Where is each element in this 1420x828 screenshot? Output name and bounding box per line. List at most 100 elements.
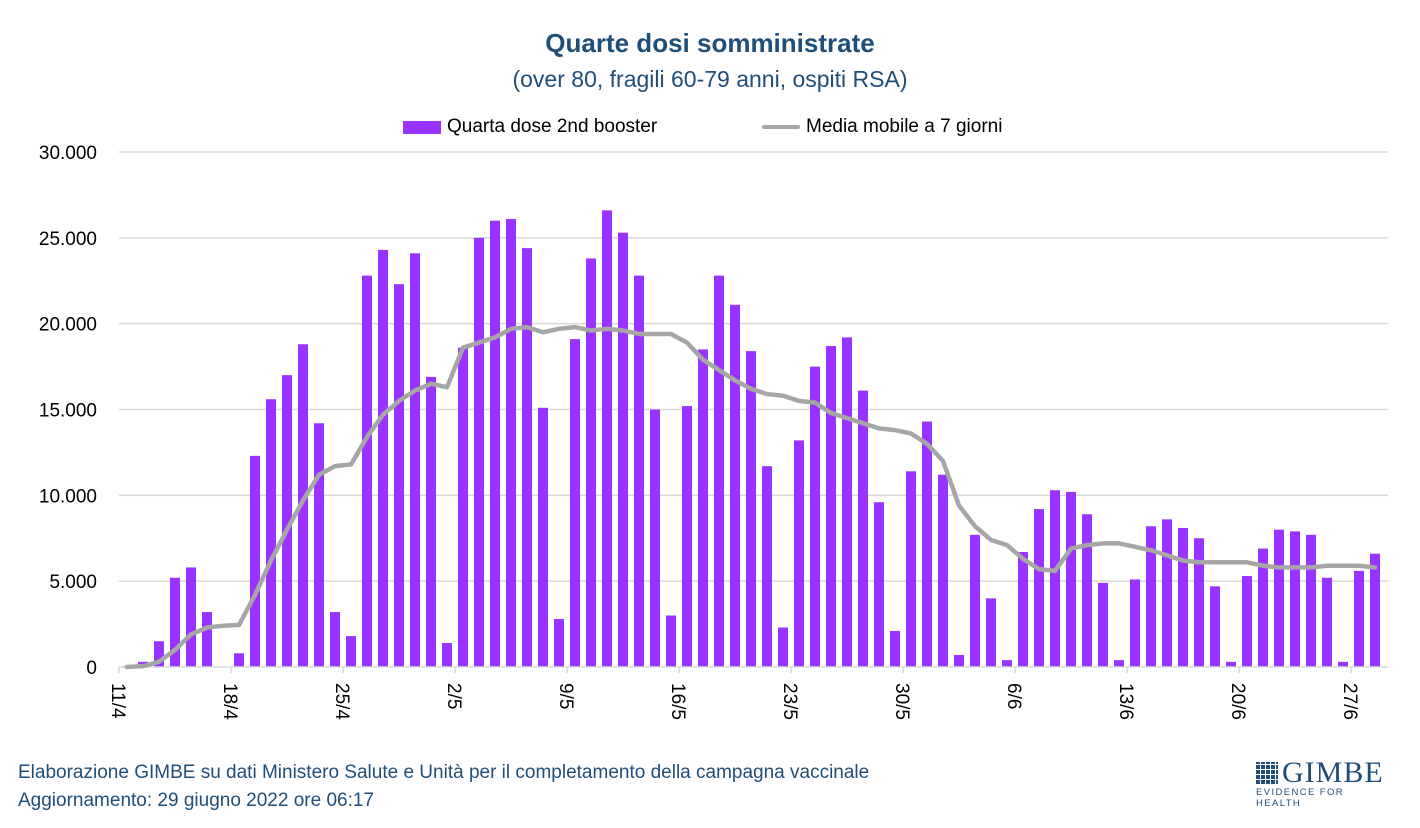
bar xyxy=(602,210,612,667)
bar xyxy=(794,440,804,667)
y-tick-label: 0 xyxy=(86,658,97,679)
bar xyxy=(426,376,436,667)
bar xyxy=(490,220,500,667)
bar xyxy=(1242,576,1252,667)
y-tick-label: 10.000 xyxy=(39,486,97,507)
bar xyxy=(570,339,580,667)
bar xyxy=(298,344,308,667)
x-tick-label: 27/6 xyxy=(1339,683,1360,720)
bar xyxy=(346,636,356,667)
y-tick-label: 5.000 xyxy=(49,572,97,593)
x-tick-label: 16/5 xyxy=(667,683,688,720)
chart-title: Quarte dosi somministrate xyxy=(545,28,875,58)
bar xyxy=(730,304,740,667)
bar xyxy=(522,248,532,667)
bar xyxy=(1066,491,1076,667)
footer-updated: Aggiornamento: 29 giugno 2022 ore 06:17 xyxy=(18,790,374,811)
bar xyxy=(762,466,772,667)
bar xyxy=(538,407,548,667)
bar xyxy=(202,612,212,667)
legend-label-line: Media mobile a 7 giorni xyxy=(806,116,1003,137)
bar xyxy=(1162,519,1172,667)
bar xyxy=(234,653,244,667)
bar xyxy=(1146,526,1156,667)
bar xyxy=(938,474,948,667)
bar xyxy=(506,218,516,667)
bar xyxy=(250,455,260,667)
bar xyxy=(954,654,964,667)
bar xyxy=(1098,582,1108,667)
bar xyxy=(666,615,676,667)
bar xyxy=(1210,586,1220,667)
bar xyxy=(1194,538,1204,667)
bar xyxy=(1226,661,1236,667)
bar xyxy=(746,351,756,667)
x-tick-label: 11/4 xyxy=(107,683,128,719)
bar xyxy=(970,534,980,667)
bar xyxy=(1082,514,1092,667)
bar xyxy=(394,284,404,667)
bar xyxy=(1002,660,1012,667)
bar xyxy=(634,275,644,667)
x-tick-label: 2/5 xyxy=(443,683,464,709)
bar xyxy=(1034,509,1044,667)
bar xyxy=(842,337,852,667)
bar xyxy=(314,423,324,667)
x-tick-label: 13/6 xyxy=(1115,683,1136,720)
x-tick-label: 9/5 xyxy=(555,683,576,709)
bar xyxy=(1178,527,1188,667)
logo-grid-icon xyxy=(1256,762,1278,784)
bar xyxy=(922,421,932,667)
bar xyxy=(826,345,836,667)
x-tick-label: 20/6 xyxy=(1227,683,1248,720)
chart-subtitle: (over 80, fragili 60-79 anni, ospiti RSA… xyxy=(512,66,908,92)
y-tick-label: 30.000 xyxy=(39,143,97,164)
bar xyxy=(1274,529,1284,667)
bar xyxy=(266,399,276,667)
legend-item-line: Media mobile a 7 giorni xyxy=(762,116,1002,138)
bar xyxy=(474,237,484,668)
bar xyxy=(1018,551,1028,667)
bar xyxy=(698,349,708,667)
legend-swatch-line xyxy=(762,125,800,129)
bar xyxy=(154,641,164,667)
gimbe-logo: GIMBE EVIDENCE FOR HEALTH xyxy=(1256,756,1390,809)
bar xyxy=(378,249,388,667)
bar xyxy=(1130,579,1140,667)
bar xyxy=(986,598,996,667)
bar xyxy=(1306,534,1316,667)
logo-tagline: EVIDENCE FOR HEALTH xyxy=(1256,787,1345,809)
bar xyxy=(618,232,628,667)
x-tick-label: 30/5 xyxy=(891,683,912,720)
moving-average-line xyxy=(124,324,1378,670)
bar xyxy=(1050,490,1060,667)
bar xyxy=(458,347,468,667)
bar xyxy=(890,630,900,667)
bar xyxy=(362,275,372,667)
bar xyxy=(330,612,340,667)
bar xyxy=(170,577,180,667)
bar xyxy=(282,375,292,667)
x-tick-label: 6/6 xyxy=(1003,683,1024,709)
x-tick-label: 23/5 xyxy=(779,683,800,720)
bar xyxy=(1114,660,1124,667)
bar xyxy=(810,366,820,667)
legend-swatch-bars xyxy=(403,120,441,134)
bar xyxy=(1258,548,1268,667)
y-tick-label: 25.000 xyxy=(39,229,97,250)
bar xyxy=(714,275,724,667)
logo-name: GIMBE xyxy=(1282,756,1384,789)
bar xyxy=(1370,553,1380,667)
bar xyxy=(1322,577,1332,667)
bar xyxy=(1338,661,1348,667)
bar xyxy=(874,502,884,667)
bar xyxy=(442,642,452,667)
bar xyxy=(586,258,596,667)
bar xyxy=(778,627,788,667)
bar xyxy=(1290,531,1300,667)
y-tick-label: 20.000 xyxy=(39,315,97,336)
bar xyxy=(682,406,692,667)
y-tick-label: 15.000 xyxy=(39,401,97,422)
bar xyxy=(858,390,868,667)
bar xyxy=(186,567,196,667)
